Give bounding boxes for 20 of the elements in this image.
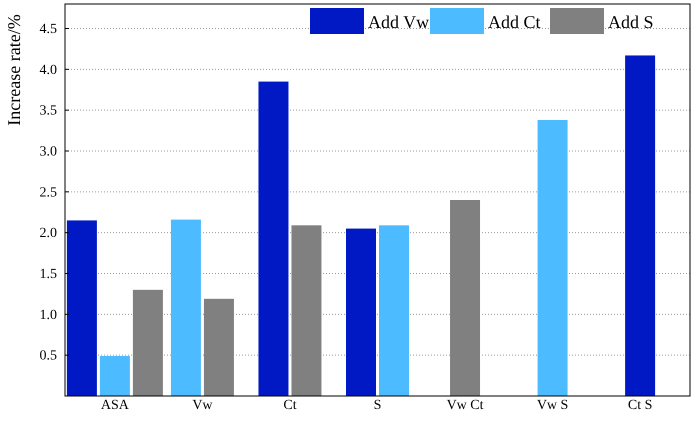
y-tick-label: 4.5 [40,22,57,37]
x-tick-label: Vw Ct [446,398,484,413]
y-axis-title: Increase rate/% [4,14,24,126]
x-tick-label: Vw [192,398,214,413]
legend-label: Add Vw [368,12,430,32]
x-tick-label: S [374,398,382,413]
x-tick-label: Vw S [536,398,568,413]
legend-label: Add Ct [488,12,541,32]
y-tick-label: 3.0 [40,144,57,160]
y-tick-label: 0.5 [40,348,57,364]
y-tick-label: 1.0 [40,308,57,323]
x-tick-label: ASA [100,398,130,413]
y-tick-label: 3.5 [40,104,57,119]
y-tick-label: 2.0 [40,226,57,242]
y-tick-label: 4.0 [40,62,57,78]
x-tick-label: Ct S [628,398,652,413]
y-tick-label: 1.5 [40,266,57,282]
y-tick-label: 2.5 [40,185,57,200]
legend-label: Add S [608,12,654,32]
x-tick-label: Ct [283,398,297,413]
